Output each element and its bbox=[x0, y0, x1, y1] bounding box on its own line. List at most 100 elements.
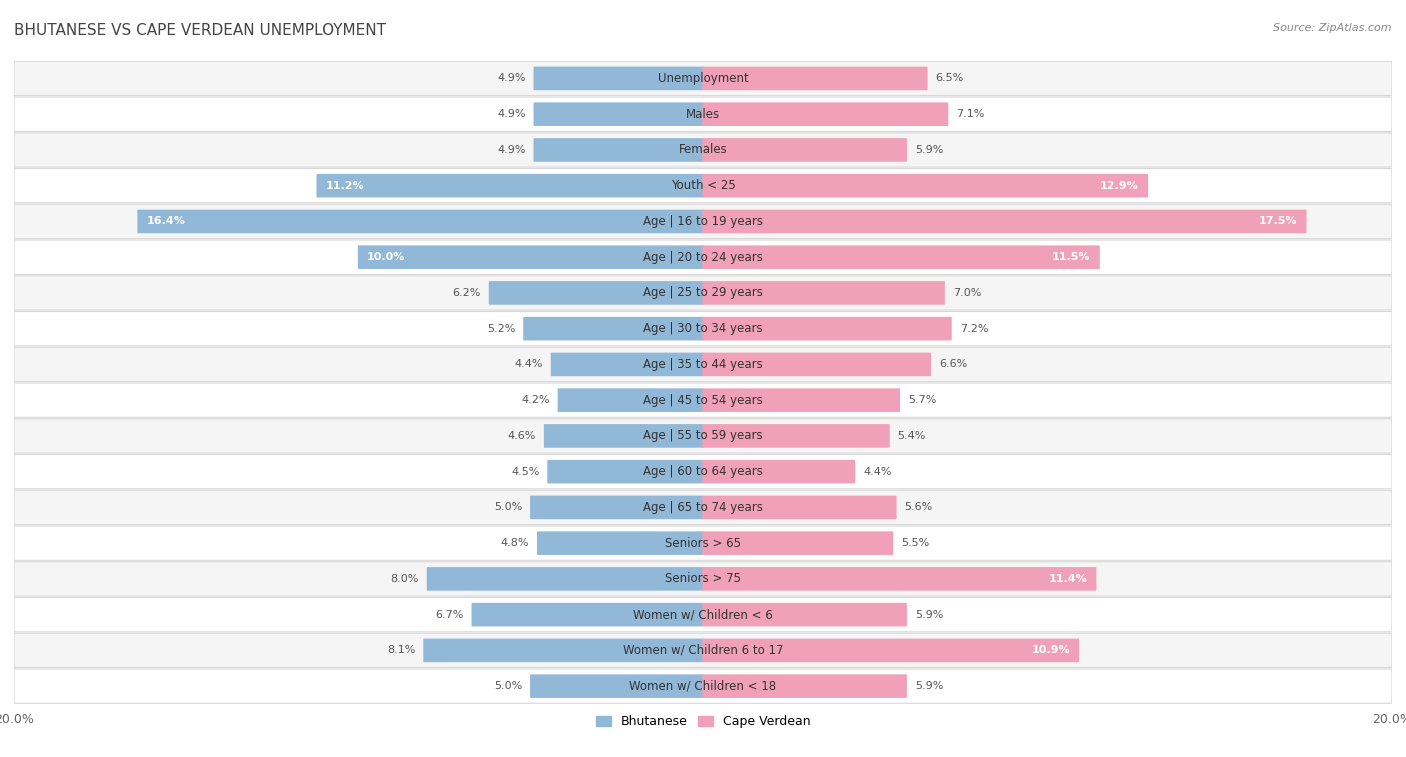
Text: Females: Females bbox=[679, 143, 727, 157]
FancyBboxPatch shape bbox=[14, 491, 1392, 525]
FancyBboxPatch shape bbox=[14, 169, 1392, 203]
FancyBboxPatch shape bbox=[14, 597, 1392, 632]
FancyBboxPatch shape bbox=[703, 210, 1306, 233]
FancyBboxPatch shape bbox=[523, 317, 703, 341]
Text: 4.5%: 4.5% bbox=[510, 466, 540, 477]
Text: Women w/ Children 6 to 17: Women w/ Children 6 to 17 bbox=[623, 644, 783, 657]
FancyBboxPatch shape bbox=[471, 603, 703, 627]
Text: 17.5%: 17.5% bbox=[1258, 217, 1298, 226]
Text: 10.9%: 10.9% bbox=[1031, 646, 1070, 656]
Text: 5.6%: 5.6% bbox=[904, 503, 932, 512]
Text: Age | 65 to 74 years: Age | 65 to 74 years bbox=[643, 501, 763, 514]
Text: Males: Males bbox=[686, 107, 720, 120]
FancyBboxPatch shape bbox=[703, 459, 855, 484]
Text: 6.6%: 6.6% bbox=[939, 360, 967, 369]
Text: 11.5%: 11.5% bbox=[1052, 252, 1091, 262]
Text: 7.0%: 7.0% bbox=[953, 288, 981, 298]
FancyBboxPatch shape bbox=[14, 97, 1392, 132]
FancyBboxPatch shape bbox=[533, 67, 703, 90]
Text: 5.0%: 5.0% bbox=[494, 503, 522, 512]
Legend: Bhutanese, Cape Verdean: Bhutanese, Cape Verdean bbox=[591, 710, 815, 733]
FancyBboxPatch shape bbox=[703, 603, 907, 627]
Text: Women w/ Children < 6: Women w/ Children < 6 bbox=[633, 608, 773, 621]
FancyBboxPatch shape bbox=[703, 281, 945, 305]
FancyBboxPatch shape bbox=[703, 424, 890, 447]
FancyBboxPatch shape bbox=[489, 281, 703, 305]
Text: Age | 60 to 64 years: Age | 60 to 64 years bbox=[643, 465, 763, 478]
FancyBboxPatch shape bbox=[703, 639, 1080, 662]
FancyBboxPatch shape bbox=[14, 562, 1392, 596]
FancyBboxPatch shape bbox=[703, 102, 948, 126]
FancyBboxPatch shape bbox=[316, 174, 703, 198]
Text: BHUTANESE VS CAPE VERDEAN UNEMPLOYMENT: BHUTANESE VS CAPE VERDEAN UNEMPLOYMENT bbox=[14, 23, 387, 38]
Text: Age | 55 to 59 years: Age | 55 to 59 years bbox=[643, 429, 763, 442]
Text: Seniors > 75: Seniors > 75 bbox=[665, 572, 741, 585]
Text: Age | 45 to 54 years: Age | 45 to 54 years bbox=[643, 394, 763, 407]
FancyBboxPatch shape bbox=[533, 138, 703, 162]
FancyBboxPatch shape bbox=[703, 531, 893, 555]
Text: 7.1%: 7.1% bbox=[956, 109, 984, 119]
FancyBboxPatch shape bbox=[703, 388, 900, 412]
FancyBboxPatch shape bbox=[703, 174, 1149, 198]
FancyBboxPatch shape bbox=[138, 210, 703, 233]
FancyBboxPatch shape bbox=[14, 454, 1392, 489]
FancyBboxPatch shape bbox=[703, 245, 1099, 269]
FancyBboxPatch shape bbox=[530, 674, 703, 698]
Text: Unemployment: Unemployment bbox=[658, 72, 748, 85]
Text: 10.0%: 10.0% bbox=[367, 252, 405, 262]
Text: 5.0%: 5.0% bbox=[494, 681, 522, 691]
FancyBboxPatch shape bbox=[703, 67, 928, 90]
Text: Youth < 25: Youth < 25 bbox=[671, 179, 735, 192]
FancyBboxPatch shape bbox=[544, 424, 703, 447]
FancyBboxPatch shape bbox=[14, 276, 1392, 310]
FancyBboxPatch shape bbox=[703, 317, 952, 341]
Text: 8.0%: 8.0% bbox=[391, 574, 419, 584]
FancyBboxPatch shape bbox=[14, 132, 1392, 167]
FancyBboxPatch shape bbox=[14, 347, 1392, 382]
FancyBboxPatch shape bbox=[423, 639, 703, 662]
Text: 6.2%: 6.2% bbox=[453, 288, 481, 298]
FancyBboxPatch shape bbox=[703, 674, 907, 698]
Text: Age | 16 to 19 years: Age | 16 to 19 years bbox=[643, 215, 763, 228]
Text: 4.9%: 4.9% bbox=[498, 109, 526, 119]
Text: 12.9%: 12.9% bbox=[1099, 181, 1139, 191]
FancyBboxPatch shape bbox=[703, 353, 931, 376]
Text: Women w/ Children < 18: Women w/ Children < 18 bbox=[630, 680, 776, 693]
FancyBboxPatch shape bbox=[14, 419, 1392, 453]
Text: 16.4%: 16.4% bbox=[146, 217, 186, 226]
Text: 6.7%: 6.7% bbox=[436, 609, 464, 620]
FancyBboxPatch shape bbox=[703, 138, 907, 162]
Text: 5.2%: 5.2% bbox=[486, 324, 515, 334]
Text: 5.9%: 5.9% bbox=[915, 681, 943, 691]
FancyBboxPatch shape bbox=[14, 669, 1392, 703]
Text: 7.2%: 7.2% bbox=[960, 324, 988, 334]
Text: Seniors > 65: Seniors > 65 bbox=[665, 537, 741, 550]
FancyBboxPatch shape bbox=[547, 459, 703, 484]
FancyBboxPatch shape bbox=[703, 567, 1097, 590]
Text: 4.9%: 4.9% bbox=[498, 73, 526, 83]
Text: 5.4%: 5.4% bbox=[897, 431, 927, 441]
FancyBboxPatch shape bbox=[14, 633, 1392, 668]
Text: Age | 20 to 24 years: Age | 20 to 24 years bbox=[643, 251, 763, 263]
Text: 4.2%: 4.2% bbox=[522, 395, 550, 405]
FancyBboxPatch shape bbox=[530, 496, 703, 519]
FancyBboxPatch shape bbox=[14, 526, 1392, 560]
Text: 4.6%: 4.6% bbox=[508, 431, 536, 441]
FancyBboxPatch shape bbox=[14, 204, 1392, 238]
Text: Age | 35 to 44 years: Age | 35 to 44 years bbox=[643, 358, 763, 371]
Text: 4.9%: 4.9% bbox=[498, 145, 526, 155]
Text: 4.4%: 4.4% bbox=[515, 360, 543, 369]
FancyBboxPatch shape bbox=[359, 245, 703, 269]
Text: Age | 30 to 34 years: Age | 30 to 34 years bbox=[643, 322, 763, 335]
FancyBboxPatch shape bbox=[14, 240, 1392, 274]
FancyBboxPatch shape bbox=[14, 312, 1392, 346]
FancyBboxPatch shape bbox=[551, 353, 703, 376]
Text: 5.9%: 5.9% bbox=[915, 609, 943, 620]
FancyBboxPatch shape bbox=[703, 496, 897, 519]
FancyBboxPatch shape bbox=[427, 567, 703, 590]
Text: 11.2%: 11.2% bbox=[326, 181, 364, 191]
Text: 4.8%: 4.8% bbox=[501, 538, 529, 548]
Text: 5.9%: 5.9% bbox=[915, 145, 943, 155]
Text: 8.1%: 8.1% bbox=[387, 646, 415, 656]
FancyBboxPatch shape bbox=[14, 383, 1392, 417]
